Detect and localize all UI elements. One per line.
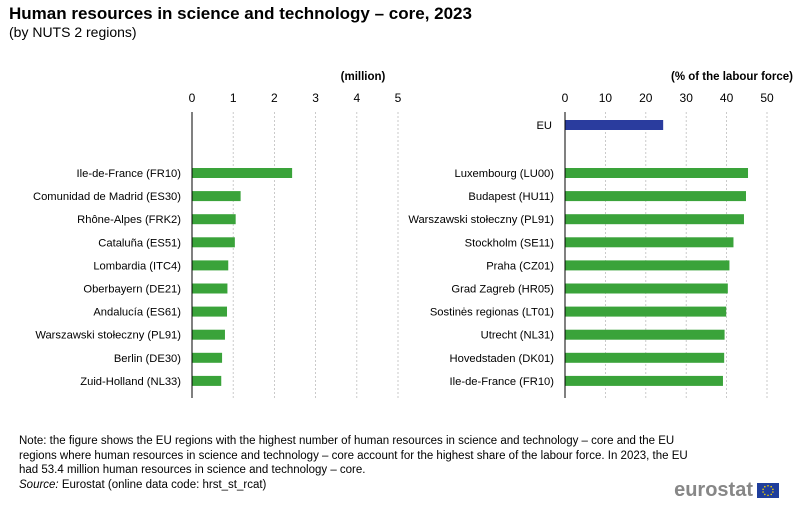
left-bar bbox=[192, 306, 228, 317]
right-bar bbox=[565, 283, 728, 294]
footnote: Note: the figure shows the EU regions wi… bbox=[19, 435, 688, 476]
right-category-label: Praha (CZ01) bbox=[486, 260, 554, 272]
right-category-label: Budapest (HU11) bbox=[468, 191, 554, 203]
left-category-label: Oberbayern (DE21) bbox=[83, 284, 181, 296]
right-bar bbox=[565, 214, 744, 225]
right-category-label: Hovedstaden (DK01) bbox=[450, 353, 555, 365]
right-tick-label: 40 bbox=[720, 91, 734, 105]
right-bar bbox=[565, 237, 734, 248]
right-tick-label: 50 bbox=[760, 91, 774, 105]
left-bar bbox=[192, 375, 222, 386]
chart-subtitle: (by NUTS 2 regions) bbox=[9, 24, 137, 40]
left-category-label: Cataluña (ES51) bbox=[98, 237, 181, 249]
right-category-label: Luxembourg (LU00) bbox=[455, 168, 555, 180]
right-bar bbox=[565, 352, 725, 363]
left-category-label: Comunidad de Madrid (ES30) bbox=[33, 191, 181, 203]
right-category-label: Grad Zagreb (HR05) bbox=[451, 284, 554, 296]
eurostat-logo-text: eurostat bbox=[674, 479, 753, 501]
right-category-label: Utrecht (NL31) bbox=[481, 330, 555, 342]
left-bar bbox=[192, 260, 229, 271]
left-bar bbox=[192, 214, 236, 225]
eurostat-logo: eurostat bbox=[674, 479, 779, 502]
source-line: Source: Eurostat (online data code: hrst… bbox=[19, 479, 266, 491]
right-axis-label: (% of the labour force) bbox=[671, 71, 793, 83]
left-tick-label: 3 bbox=[312, 91, 319, 105]
left-tick-label: 0 bbox=[189, 91, 196, 105]
left-category-label: Berlin (DE30) bbox=[114, 353, 181, 365]
right-category-label: Sostinės regionas (LT01) bbox=[430, 307, 554, 319]
right-tick-label: 30 bbox=[680, 91, 694, 105]
right-tick-label: 10 bbox=[599, 91, 613, 105]
left-bar bbox=[192, 168, 293, 178]
right-bar bbox=[565, 168, 749, 178]
right-tick-label: 0 bbox=[562, 91, 569, 105]
left-category-label: Andalucía (ES61) bbox=[93, 307, 181, 319]
right-tick-label: 20 bbox=[639, 91, 653, 105]
left-category-label: Warszawski stołeczny (PL91) bbox=[35, 330, 181, 342]
right-bar bbox=[565, 260, 730, 271]
source-text: Eurostat (online data code: hrst_st_rcat… bbox=[58, 479, 267, 491]
eu-flag-icon bbox=[757, 483, 779, 498]
left-category-label: Zuid-Holland (NL33) bbox=[80, 376, 181, 388]
left-bar bbox=[192, 191, 241, 202]
left-category-label: Lombardia (ITC4) bbox=[93, 260, 181, 272]
right-category-label: Stockholm (SE11) bbox=[465, 237, 555, 249]
right-bar bbox=[565, 329, 725, 340]
left-category-label: Ile-de-France (FR10) bbox=[77, 168, 182, 180]
left-bar bbox=[192, 352, 223, 363]
left-bar bbox=[192, 283, 228, 294]
right-bar bbox=[565, 306, 727, 317]
left-bar bbox=[192, 237, 235, 248]
left-tick-label: 5 bbox=[395, 91, 402, 105]
charts-canvas: 0 1 2 3 4 5 (million) Ile-de-France (FR10) Comun… bbox=[33, 71, 793, 398]
left-tick-label: 2 bbox=[271, 91, 278, 105]
chart-title: Human resources in science and technolog… bbox=[9, 4, 472, 23]
left-tick-label: 4 bbox=[353, 91, 360, 105]
right-bar bbox=[565, 375, 723, 386]
left-axis-label: (million) bbox=[341, 71, 386, 83]
source-label: Source: bbox=[19, 479, 59, 491]
left-bar bbox=[192, 329, 225, 340]
left-tick-label: 1 bbox=[230, 91, 237, 105]
left-category-label: Rhône-Alpes (FRK2) bbox=[77, 214, 181, 226]
right-category-label: Ile-de-France (FR10) bbox=[450, 376, 555, 388]
right-category-label: Warszawski stołeczny (PL91) bbox=[408, 214, 554, 226]
right-bar bbox=[565, 191, 746, 202]
right-bar-eu bbox=[565, 120, 664, 130]
right-category-label-eu: EU bbox=[536, 120, 552, 132]
